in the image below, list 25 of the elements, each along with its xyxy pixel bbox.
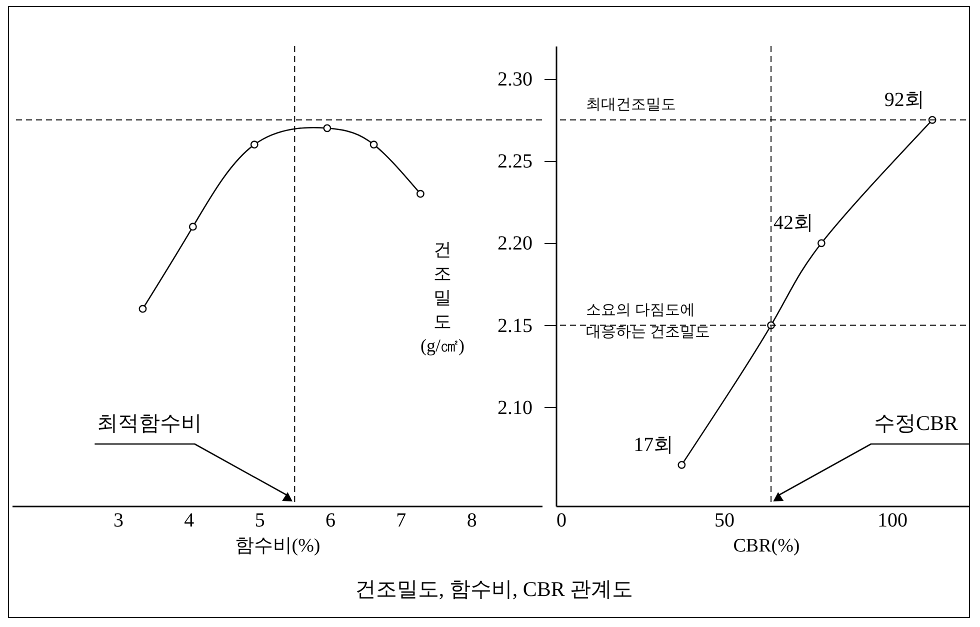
- y-tick-label: 2.30: [498, 68, 532, 90]
- y-tick-label: 2.15: [498, 314, 532, 337]
- x-tick-label: 5: [254, 510, 265, 532]
- x-axis-title: 함수비(%): [234, 536, 320, 556]
- x-tick-label: 0: [556, 510, 566, 532]
- annotation: 17회: [634, 434, 674, 456]
- x-tick-label: 3: [114, 510, 124, 532]
- annotation: 42회: [773, 212, 814, 234]
- y-tick-label: 2.10: [498, 396, 532, 419]
- ref-line-label: 소요의 다짐도에 대응하는 건조밀도: [586, 302, 710, 340]
- y-tick-label: 2.25: [498, 150, 532, 172]
- x-tick-label: 50: [714, 510, 734, 532]
- x-tick-label: 6: [326, 510, 336, 532]
- x-axis-title: CBR(%): [733, 536, 800, 556]
- x-tick-label: 100: [878, 510, 908, 532]
- y-axis-title: 건조밀도(g/㎠): [420, 240, 464, 356]
- annotation: 최적함수비: [97, 411, 202, 435]
- text: 건조밀도, 함수비, CBR 관계도: [354, 577, 634, 601]
- x-tick-label: 7: [396, 510, 406, 532]
- ref-line-label: 최대건조밀도: [586, 96, 676, 113]
- y-tick-label: 2.20: [498, 232, 532, 255]
- x-tick-label: 4: [184, 510, 194, 532]
- annotation: 92회: [884, 88, 924, 111]
- annotation: 수정CBR: [874, 411, 958, 435]
- x-tick-label: 8: [466, 510, 477, 532]
